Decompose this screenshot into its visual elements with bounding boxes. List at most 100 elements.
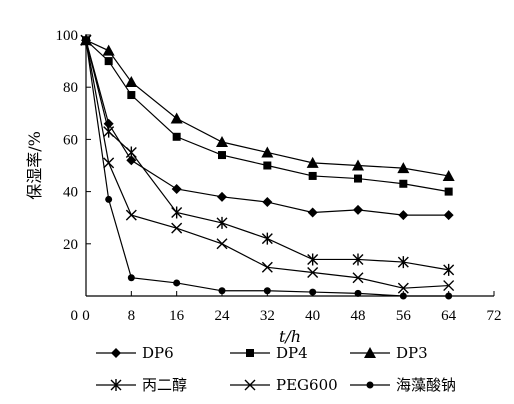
triangle-marker-shape — [306, 156, 319, 168]
triangle-marker-shape — [397, 162, 410, 174]
data-point — [217, 191, 227, 202]
asterisk-marker-shape — [443, 263, 455, 276]
data-point — [352, 253, 364, 266]
data-point — [262, 197, 273, 208]
asterisk-marker-shape — [216, 216, 228, 229]
legend-marker — [111, 348, 121, 358]
data-point — [126, 155, 137, 166]
data-point — [307, 207, 318, 218]
asterisk-marker-shape — [103, 125, 115, 138]
legend-marker — [364, 347, 376, 358]
triangle-marker-shape — [102, 44, 115, 56]
chart-axes — [85, 35, 494, 297]
asterisk-marker-shape — [125, 146, 137, 159]
data-point — [102, 44, 115, 56]
square-marker-shape — [172, 132, 181, 141]
circle-marker-shape — [445, 292, 453, 300]
legend-item: DP3 — [350, 344, 428, 362]
legend-marker — [244, 379, 256, 391]
triangle-marker-shape — [216, 136, 228, 148]
circle-marker-shape — [218, 287, 226, 295]
data-point — [216, 136, 228, 148]
x-tick-label: 56 — [396, 308, 412, 324]
diamond-marker-shape — [443, 210, 454, 221]
asterisk-marker-shape — [261, 232, 273, 245]
series-3 — [80, 34, 455, 276]
legend-marker — [366, 381, 374, 389]
square-marker-shape — [308, 171, 317, 180]
data-point — [263, 161, 272, 170]
series-0 — [81, 35, 454, 221]
cross-marker-shape — [103, 157, 115, 169]
series-line — [85, 40, 449, 216]
chart-legend: DP6 DP4 DP3 丙二醇 PEG600 海藻酸钠 — [96, 344, 456, 394]
diamond-marker-shape — [111, 348, 121, 358]
data-point — [261, 146, 274, 158]
circle-marker-shape — [173, 279, 181, 287]
y-tick-label: 20 — [63, 237, 78, 253]
circle-marker-shape — [354, 289, 362, 297]
circle-marker-shape — [399, 292, 407, 300]
square-marker-shape — [246, 349, 254, 357]
series-line — [85, 40, 449, 297]
legend-item: DP4 — [230, 344, 308, 362]
data-point — [443, 280, 455, 292]
square-marker-shape — [399, 179, 408, 188]
circle-marker-shape — [127, 274, 135, 282]
legend-label: 丙二醇 — [142, 376, 187, 394]
triangle-marker-shape — [125, 75, 138, 87]
data-point — [399, 179, 408, 188]
data-point — [444, 187, 453, 196]
y-tick-label: 40 — [63, 185, 78, 201]
legend-item: 海藻酸钠 — [350, 376, 456, 394]
cross-marker-shape — [397, 282, 409, 294]
data-point — [397, 256, 409, 269]
legend-marker — [246, 349, 254, 357]
data-point — [398, 210, 409, 221]
data-point — [445, 292, 453, 300]
data-point — [216, 216, 228, 229]
triangle-marker-shape — [352, 159, 364, 171]
legend-item: DP6 — [96, 344, 174, 362]
data-point — [172, 132, 181, 141]
cross-marker-shape — [443, 280, 455, 292]
legend-label: DP3 — [396, 344, 428, 362]
diamond-marker-shape — [217, 191, 227, 202]
data-point — [352, 272, 364, 284]
square-marker-shape — [218, 151, 226, 160]
legend-item: 丙二醇 — [96, 376, 187, 394]
data-point — [218, 151, 226, 160]
square-marker-shape — [127, 91, 136, 100]
square-marker-shape — [263, 161, 272, 170]
triangle-marker-shape — [442, 169, 455, 181]
data-point — [399, 292, 407, 300]
series-line — [85, 40, 449, 271]
diamond-marker-shape — [126, 155, 137, 166]
legend-label: DP6 — [142, 344, 174, 362]
data-point — [307, 267, 319, 279]
data-point — [173, 279, 181, 287]
cross-marker-shape — [216, 238, 228, 250]
data-point — [125, 75, 138, 87]
series-line — [85, 40, 449, 289]
data-point — [306, 156, 319, 168]
series-1 — [82, 36, 453, 196]
square-marker-shape — [354, 174, 362, 183]
asterisk-marker-shape — [307, 253, 319, 266]
legend-item: PEG600 — [230, 376, 338, 394]
data-point — [354, 289, 362, 297]
data-point — [103, 125, 115, 138]
chart-plot-area — [80, 34, 455, 300]
legend-label: PEG600 — [276, 376, 338, 394]
square-marker-shape — [104, 57, 113, 66]
x-tick-label: 72 — [487, 308, 502, 324]
data-point — [216, 238, 228, 250]
y-tick-label: 80 — [63, 80, 78, 96]
data-point — [105, 195, 113, 203]
data-point — [104, 57, 113, 66]
x-tick-label: 48 — [351, 308, 366, 324]
x-axis-label: t/h — [279, 327, 301, 346]
data-point — [307, 253, 319, 266]
circle-marker-shape — [263, 287, 271, 295]
